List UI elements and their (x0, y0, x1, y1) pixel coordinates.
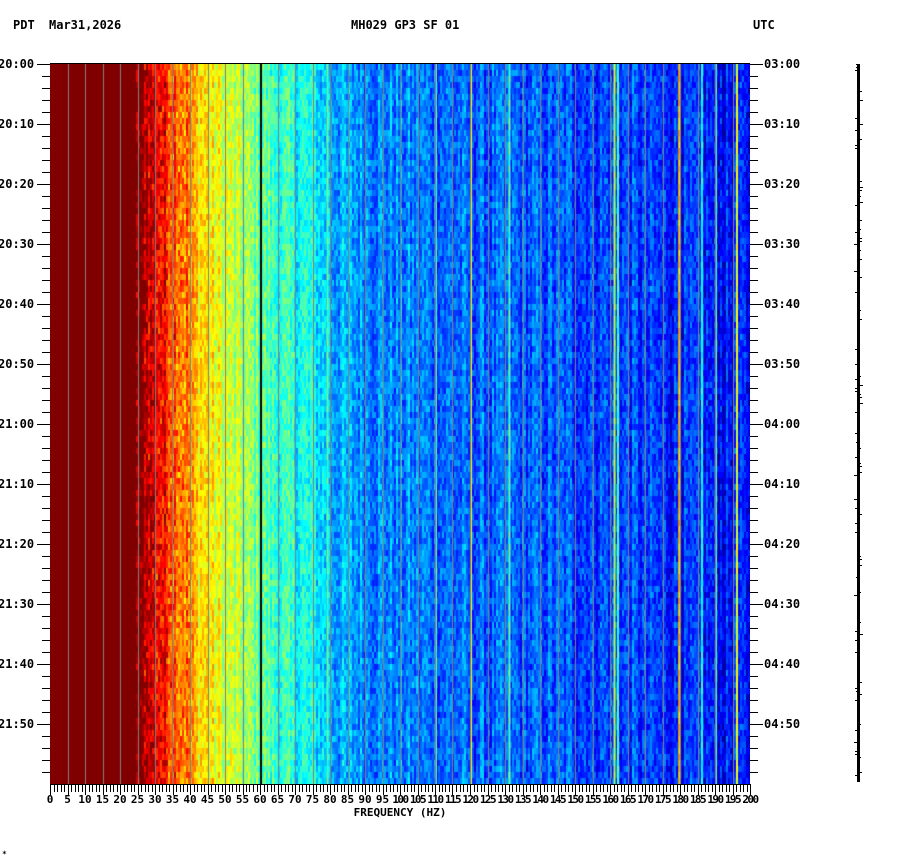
y-right-tick-label: 03:30 (764, 237, 801, 251)
y-left-tick-label: 20:50 (0, 357, 35, 371)
x-tick-label: 35 (165, 793, 180, 806)
x-tick-label: 25 (130, 793, 145, 806)
y-right-tick-label: 04:20 (764, 537, 801, 551)
x-tick-label: 145 (549, 793, 567, 806)
y-left-tick-label: 21:30 (0, 597, 35, 611)
x-tick-label: 55 (235, 793, 250, 806)
y-left-tick-label: 21:50 (0, 717, 35, 731)
timezone-right-label: UTC (753, 18, 775, 32)
x-tick-label: 200 (742, 793, 759, 806)
x-tick-label: 190 (707, 793, 724, 806)
x-tick-label: 80 (323, 793, 337, 806)
station-title: MH029 GP3 SF 01 (351, 18, 460, 32)
x-tick-label: 195 (724, 793, 742, 806)
x-tick-label: 15 (95, 793, 110, 806)
y-left-tick-label: 21:00 (0, 417, 35, 431)
x-tick-label: 160 (602, 793, 619, 806)
x-tick-label: 45 (200, 793, 215, 806)
x-tick-label: 125 (479, 793, 497, 806)
y-left-tick-label: 20:20 (0, 177, 35, 191)
x-tick-label: 110 (427, 793, 444, 806)
x-tick-label: 155 (584, 793, 602, 806)
x-tick-label: 140 (532, 793, 549, 806)
x-tick-label: 105 (409, 793, 427, 806)
footer-mark: ✶ (2, 848, 7, 857)
x-tick-label: 185 (689, 793, 707, 806)
y-left-tick-label: 20:00 (0, 57, 35, 71)
x-axis-title: FREQUENCY (HZ) (353, 806, 447, 819)
x-tick-label: 115 (444, 793, 462, 806)
y-right-tick-label: 03:10 (764, 117, 801, 131)
y-right-tick-label: 04:10 (764, 477, 801, 491)
x-tick-label: 150 (567, 793, 584, 806)
y-left-tick-label: 20:30 (0, 237, 35, 251)
x-tick-label: 60 (253, 793, 267, 806)
x-tick-label: 65 (270, 793, 285, 806)
x-tick-label: 5 (64, 793, 71, 806)
x-tick-label: 40 (183, 793, 197, 806)
x-tick-label: 180 (672, 793, 689, 806)
x-tick-label: 90 (358, 793, 372, 806)
x-tick-label: 20 (113, 793, 127, 806)
x-tick-label: 130 (497, 793, 514, 806)
x-tick-label: 10 (78, 793, 92, 806)
y-right-tick-label: 04:40 (764, 657, 801, 671)
y-left-tick-label: 21:10 (0, 477, 35, 491)
y-right-tick-label: 03:00 (764, 57, 801, 71)
x-tick-label: 0 (46, 793, 54, 806)
seismogram-trace (857, 64, 860, 782)
x-tick-label: 50 (218, 793, 232, 806)
date-label: Mar31,2026 (49, 18, 122, 32)
x-tick-label: 170 (637, 793, 654, 806)
y-right-tick-label: 04:00 (764, 417, 801, 431)
x-tick-label: 165 (619, 793, 637, 806)
y-right-tick-label: 03:50 (764, 357, 801, 371)
y-left-tick-label: 20:40 (0, 297, 35, 311)
x-tick-label: 75 (305, 793, 320, 806)
y-left-tick-label: 21:40 (0, 657, 35, 671)
x-tick-label: 85 (340, 793, 355, 806)
x-tick-label: 100 (392, 793, 409, 806)
y-right-tick-label: 04:50 (764, 717, 801, 731)
x-tick-label: 30 (148, 793, 162, 806)
spectrogram-heatmap (50, 64, 750, 784)
x-tick-label: 120 (462, 793, 479, 806)
x-tick-label: 175 (654, 793, 672, 806)
y-left-tick-label: 20:10 (0, 117, 35, 131)
x-tick-label: 135 (514, 793, 532, 806)
x-tick-label: 95 (375, 793, 390, 806)
y-left-tick-label: 21:20 (0, 537, 35, 551)
y-right-tick-label: 03:40 (764, 297, 801, 311)
y-right-tick-label: 04:30 (764, 597, 801, 611)
timezone-left-label: PDT (13, 18, 35, 32)
x-tick-label: 70 (288, 793, 302, 806)
y-right-tick-label: 03:20 (764, 177, 801, 191)
spectrogram-plot (50, 64, 750, 784)
